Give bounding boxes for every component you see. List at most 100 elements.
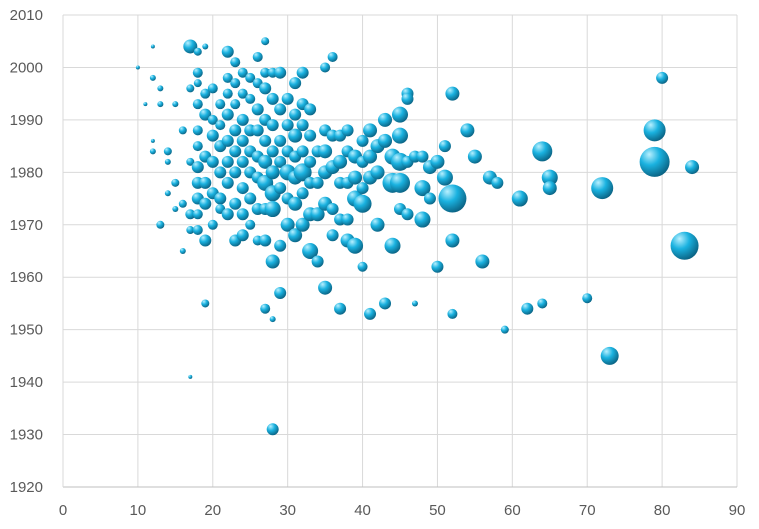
bubble-point <box>266 92 279 105</box>
bubble-point <box>320 62 331 73</box>
bubble-point <box>199 197 212 210</box>
bubble-point <box>236 229 249 242</box>
bubble-point <box>237 88 248 99</box>
bubble-point <box>207 83 218 94</box>
bubble-point <box>150 44 155 49</box>
bubble-point <box>411 300 418 307</box>
bubble-point <box>438 184 467 213</box>
bubble-point <box>304 103 317 116</box>
bubble-point <box>295 217 310 232</box>
bubble-point <box>289 77 302 90</box>
x-tick-label: 50 <box>429 502 446 519</box>
bubble-point <box>149 74 156 81</box>
bubble-point <box>215 99 226 110</box>
bubble-point <box>258 154 273 169</box>
axes <box>62 15 737 488</box>
bubble-point <box>192 67 203 78</box>
bubble-point <box>670 231 699 260</box>
bubble-point <box>172 101 179 108</box>
gridlines <box>63 14 738 487</box>
bubble-point <box>289 108 302 121</box>
bubble-point <box>245 219 256 230</box>
bubble-point <box>333 154 348 169</box>
bubble-point <box>135 65 140 70</box>
bubble-point <box>288 228 303 243</box>
bubble-point <box>244 192 257 205</box>
bubble-point <box>149 148 156 155</box>
bubble-point <box>274 103 287 116</box>
bubble-point <box>200 88 211 99</box>
bubble-point <box>229 124 242 137</box>
bubble-point <box>288 128 303 143</box>
bubble-point <box>423 192 436 205</box>
bubble-point <box>318 144 333 159</box>
bubble-point <box>414 180 431 197</box>
bubble-point <box>600 346 619 365</box>
bubble-point <box>171 178 180 187</box>
y-tick-label: 1930 <box>10 427 43 444</box>
bubble-point <box>191 161 204 174</box>
bubble-point <box>259 82 272 95</box>
bubble-point <box>416 150 429 163</box>
bubble-point <box>334 302 347 315</box>
bubble-point <box>206 155 219 168</box>
bubble-point <box>172 206 179 213</box>
bubble-point <box>348 170 363 185</box>
bubble-point <box>274 155 287 168</box>
y-tick-label: 1960 <box>10 269 43 286</box>
bubble-point <box>237 67 248 78</box>
bubble-point <box>178 126 187 135</box>
bubble-point <box>447 308 458 319</box>
bubble-point <box>222 88 233 99</box>
bubble-point <box>532 141 553 162</box>
bubble-point <box>347 237 364 254</box>
bubble-point <box>296 66 309 79</box>
bubble-point <box>230 78 241 89</box>
bubble-point <box>192 125 203 136</box>
bubble-point <box>221 176 234 189</box>
bubble-point <box>230 57 241 68</box>
bubble-point <box>302 243 319 259</box>
bubble-point <box>430 154 445 169</box>
bubble-point <box>229 197 242 210</box>
bubble-point <box>221 108 234 121</box>
bubble-point <box>401 208 414 221</box>
bubble-point <box>281 92 294 105</box>
bubble-point <box>311 255 324 268</box>
bubble-point <box>260 67 271 78</box>
y-tick-label: 1990 <box>10 112 43 129</box>
bubble-point <box>185 209 196 220</box>
bubble-point <box>229 166 242 179</box>
bubble-point <box>260 303 271 314</box>
bubble-point <box>274 239 287 252</box>
bubble-point <box>252 51 263 62</box>
bubble-point <box>390 172 410 193</box>
bubble-point <box>199 176 212 189</box>
bubble-point <box>475 254 490 269</box>
bubble-point <box>379 297 392 310</box>
bubble-point <box>259 134 272 147</box>
bubble-point <box>236 113 249 126</box>
bubble-point <box>269 316 276 323</box>
bubble-point <box>157 85 164 92</box>
bubble-point <box>467 149 482 164</box>
bubble-point <box>193 79 202 88</box>
bubble-point <box>296 145 309 158</box>
bubble-point <box>438 140 451 153</box>
bubble-point <box>201 299 210 308</box>
bubble-point <box>192 209 203 220</box>
bubble-point <box>542 181 557 196</box>
bubble-point <box>431 260 444 273</box>
bubble-point <box>460 123 475 138</box>
bubble-point <box>281 119 294 132</box>
bubble-point <box>186 84 195 93</box>
bubble-point <box>274 134 287 147</box>
bubble-point <box>341 213 354 226</box>
bubble-point <box>221 208 234 221</box>
bubble-point <box>230 99 241 110</box>
bubble-point <box>163 147 172 156</box>
bubble-point <box>164 190 171 197</box>
bubble-point <box>392 127 408 144</box>
bubble-point <box>199 108 212 121</box>
